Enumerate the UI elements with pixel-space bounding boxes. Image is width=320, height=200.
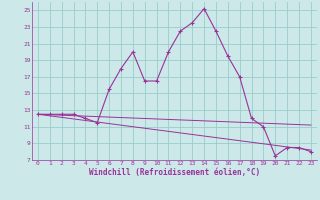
X-axis label: Windchill (Refroidissement éolien,°C): Windchill (Refroidissement éolien,°C) <box>89 168 260 177</box>
